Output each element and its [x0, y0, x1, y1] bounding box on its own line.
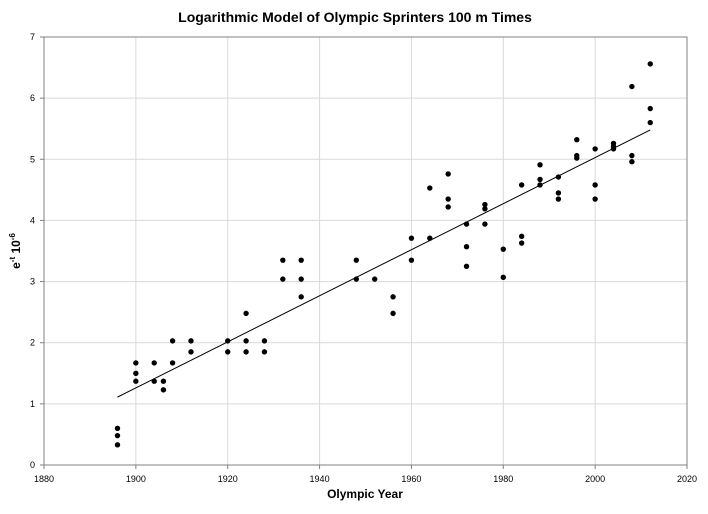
y-tick-label: 1	[30, 399, 35, 409]
data-point	[160, 387, 167, 393]
data-point	[261, 338, 268, 344]
y-tick-label: 5	[30, 154, 35, 164]
x-tick-label: 1940	[310, 474, 330, 484]
data-point	[114, 442, 121, 448]
data-point	[261, 349, 268, 355]
data-point	[537, 176, 543, 183]
y-tick-label: 2	[30, 338, 35, 348]
x-tick-label: 1900	[126, 474, 146, 484]
data-point	[537, 182, 543, 188]
y-tick-label: 3	[30, 277, 35, 287]
data-point	[518, 182, 525, 188]
data-point	[133, 360, 139, 366]
data-point	[574, 155, 580, 161]
data-point	[151, 360, 157, 366]
data-point	[243, 349, 249, 355]
data-point	[500, 246, 506, 252]
data-points	[114, 61, 653, 448]
data-point	[445, 171, 451, 177]
y-axis-title: e-t 10-6	[8, 233, 23, 269]
data-point	[390, 294, 396, 300]
data-point	[482, 201, 488, 208]
data-point	[555, 190, 562, 196]
data-point	[482, 221, 488, 227]
data-point	[390, 310, 396, 317]
data-point	[647, 61, 653, 67]
data-point	[463, 263, 470, 269]
data-point	[169, 338, 176, 344]
data-point	[151, 378, 157, 384]
data-point	[463, 221, 470, 227]
x-tick-label: 1920	[218, 474, 238, 484]
data-point	[188, 349, 194, 355]
data-point	[114, 425, 121, 432]
data-point	[371, 276, 378, 282]
x-tick-label: 1880	[34, 474, 54, 484]
y-axis-title-exponent-2: -6	[8, 233, 17, 241]
tick-layer: 1880 1900 1920 1940 1960 1980 2000 2020 0 1 2 3 4 5 6 7	[30, 32, 697, 484]
data-point	[629, 83, 635, 90]
data-point	[280, 276, 286, 282]
data-point	[160, 378, 167, 384]
data-point	[500, 274, 506, 280]
trendline-layer	[117, 129, 651, 398]
data-point	[133, 378, 139, 384]
data-point	[647, 119, 653, 126]
data-point	[243, 310, 249, 317]
y-tick-label: 4	[30, 215, 35, 225]
y-axis-title-ten: 10	[9, 240, 23, 257]
data-point	[592, 196, 598, 202]
data-point	[482, 206, 488, 212]
data-point	[243, 338, 249, 344]
data-point	[518, 233, 525, 240]
data-point	[408, 235, 415, 241]
grid-layer	[43, 36, 688, 466]
data-point	[610, 146, 617, 152]
x-tick-label: 2000	[585, 474, 605, 484]
data-point	[518, 240, 525, 246]
x-tick-label: 2020	[677, 474, 697, 484]
y-tick-label: 0	[30, 460, 35, 470]
data-point	[629, 159, 635, 165]
data-point	[298, 276, 304, 282]
data-point	[133, 370, 139, 376]
data-point	[188, 338, 194, 344]
data-point	[280, 257, 286, 263]
data-point	[169, 360, 176, 366]
data-point	[537, 162, 543, 168]
data-point	[647, 105, 653, 112]
data-point	[427, 235, 433, 241]
x-tick-label: 1960	[401, 474, 421, 484]
trendline	[117, 129, 651, 398]
data-point	[555, 174, 562, 180]
data-point	[445, 204, 451, 210]
y-axis-title-exponent-1: -t	[8, 257, 17, 263]
data-point	[353, 257, 360, 263]
data-point	[555, 196, 562, 202]
data-point	[408, 257, 415, 263]
plot-area	[43, 36, 688, 466]
y-tick-label: 6	[30, 93, 35, 103]
y-axis-title-base: e	[9, 262, 23, 269]
data-point	[574, 137, 580, 143]
data-point	[445, 196, 451, 202]
data-point	[298, 294, 304, 300]
data-point	[629, 152, 635, 159]
data-point	[592, 146, 598, 152]
x-tick-label: 1980	[493, 474, 513, 484]
data-point	[463, 244, 470, 250]
data-point	[427, 185, 433, 191]
data-point	[114, 432, 121, 439]
data-point	[353, 276, 360, 282]
x-axis-title: Olympic Year	[327, 487, 403, 501]
data-point	[225, 338, 231, 344]
data-point	[225, 349, 231, 355]
chart-title: Logarithmic Model of Olympic Sprinters 1…	[178, 9, 532, 25]
data-point	[592, 182, 598, 188]
data-point	[298, 257, 304, 263]
y-tick-label: 7	[30, 32, 35, 42]
